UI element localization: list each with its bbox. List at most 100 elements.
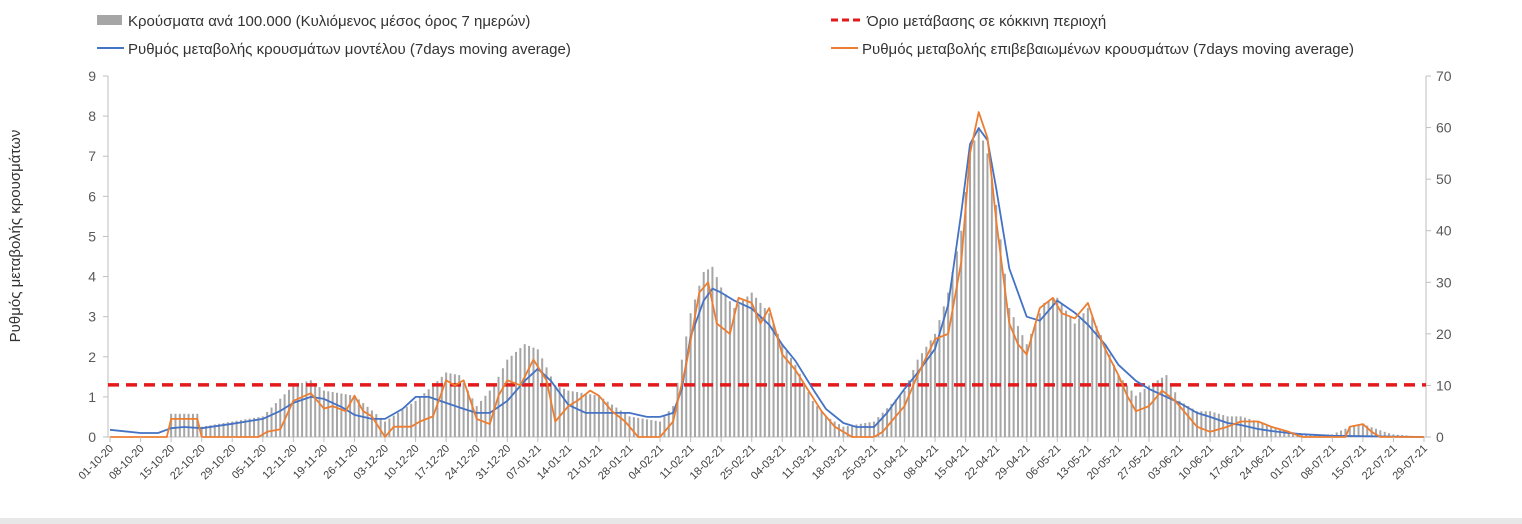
bar <box>379 417 382 437</box>
bar <box>680 359 683 437</box>
right-tick-label: 0 <box>1436 429 1444 445</box>
bar <box>855 424 858 437</box>
right-tick-label: 50 <box>1436 171 1452 187</box>
bar <box>851 425 854 437</box>
bar <box>1278 428 1281 437</box>
bar <box>266 411 269 437</box>
bar <box>977 127 980 438</box>
bar <box>191 413 194 437</box>
left-tick-label: 1 <box>88 389 96 405</box>
bar <box>1003 273 1006 437</box>
bar <box>1069 317 1072 437</box>
bar <box>270 407 273 437</box>
bar <box>641 418 644 437</box>
bar <box>584 393 587 437</box>
bar <box>868 422 871 437</box>
bar <box>685 336 688 437</box>
bar <box>253 417 256 437</box>
bar <box>955 251 958 437</box>
bar <box>1300 434 1303 437</box>
bar <box>934 333 937 437</box>
bar <box>1195 411 1198 437</box>
bar <box>1379 430 1382 437</box>
bar <box>340 393 343 437</box>
bar <box>388 418 391 437</box>
bar <box>1292 432 1295 437</box>
bar <box>296 384 299 437</box>
bar <box>357 399 360 437</box>
left-tick-label: 6 <box>88 188 96 204</box>
bar <box>1248 418 1251 437</box>
bar <box>899 395 902 437</box>
bar <box>947 292 950 437</box>
bar <box>611 404 614 437</box>
bar <box>715 277 718 437</box>
bar <box>484 395 487 437</box>
bar <box>1309 434 1312 437</box>
bar <box>1130 390 1133 437</box>
bar <box>619 410 622 437</box>
bar <box>1244 417 1247 437</box>
bar <box>1025 344 1028 437</box>
bar <box>707 269 710 437</box>
bar <box>1139 392 1142 437</box>
bar <box>1012 317 1015 437</box>
bar <box>733 308 736 437</box>
bar <box>693 299 696 437</box>
bar <box>170 413 173 437</box>
bar <box>846 425 849 437</box>
bar <box>881 412 884 437</box>
bar <box>1187 406 1190 437</box>
bar <box>196 413 199 437</box>
bar <box>1361 424 1364 437</box>
bar <box>257 417 260 437</box>
bar <box>1204 411 1207 437</box>
bar <box>1051 299 1054 437</box>
left-axis-ticks: 0 1 2 3 4 5 6 7 8 9 <box>88 68 108 445</box>
bar <box>1021 335 1024 437</box>
bar <box>1174 392 1177 437</box>
bar <box>1235 416 1238 437</box>
bar <box>336 392 339 437</box>
bar <box>741 300 744 437</box>
bar <box>1161 377 1164 437</box>
bar <box>239 420 242 437</box>
bar <box>1156 380 1159 437</box>
bar <box>1388 433 1391 437</box>
bar <box>654 420 657 437</box>
bar <box>1060 304 1063 437</box>
bar <box>541 358 544 437</box>
bar <box>663 416 666 437</box>
bar <box>838 424 841 437</box>
bar <box>820 411 823 437</box>
bar <box>261 416 264 437</box>
bar <box>231 421 234 437</box>
bar <box>1047 301 1050 437</box>
bar <box>414 400 417 437</box>
bar <box>597 395 600 437</box>
bar <box>720 287 723 437</box>
bar <box>536 349 539 437</box>
bar <box>632 417 635 437</box>
bar <box>1113 364 1116 437</box>
bar <box>1182 403 1185 437</box>
bar <box>318 387 321 437</box>
bar <box>724 294 727 437</box>
bar <box>287 389 290 437</box>
model-rate-line <box>109 127 1425 438</box>
bar <box>903 390 906 437</box>
right-tick-label: 40 <box>1436 223 1452 239</box>
bar <box>811 400 814 437</box>
bar <box>1383 431 1386 437</box>
bar-series <box>170 127 1421 438</box>
bar <box>466 390 469 437</box>
left-tick-label: 8 <box>88 108 96 124</box>
legend-label-model: Ρυθμός μεταβολής κρουσμάτων μοντέλου (7d… <box>128 41 571 58</box>
bar <box>471 398 474 437</box>
bar <box>314 383 317 437</box>
bar <box>877 417 880 437</box>
bar <box>986 153 989 437</box>
bar <box>432 385 435 437</box>
bar <box>886 408 889 437</box>
bar <box>728 301 731 437</box>
